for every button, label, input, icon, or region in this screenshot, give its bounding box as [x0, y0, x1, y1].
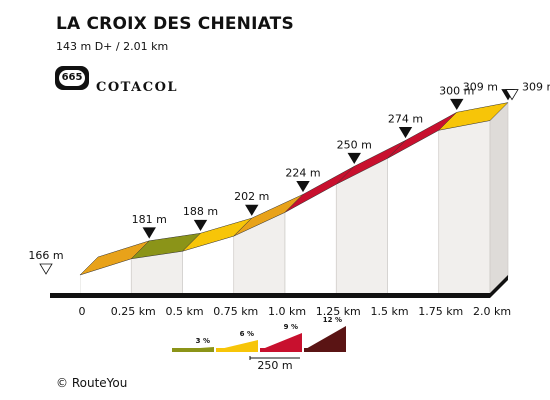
- x-axis-label: 1.25 km: [316, 305, 361, 318]
- profile-front-face: [387, 129, 440, 296]
- elevation-marker-icon: [347, 152, 361, 165]
- legend-label: 9 %: [284, 323, 298, 331]
- profile-baseline: [50, 293, 490, 298]
- cotacol-badge: 665: [55, 66, 89, 90]
- elevation-label: 309 m: [522, 81, 550, 94]
- cotacol-logo-text: COTACOL: [96, 80, 179, 95]
- elevation-label: 188 m: [183, 205, 218, 218]
- copyright-symbol: ©: [56, 376, 68, 390]
- elevation-marker-icon: [296, 180, 310, 193]
- elevation-marker-icon: [142, 227, 156, 239]
- x-axis-label: 0.25 km: [111, 305, 156, 318]
- profile-baseline-side: [490, 275, 508, 298]
- scale-label: 250 m: [257, 359, 292, 372]
- legend-label: 6 %: [240, 330, 254, 338]
- elevation-marker-icon: [193, 219, 208, 232]
- x-axis-label: 0.75 km: [213, 305, 258, 318]
- legend-bar: [260, 348, 302, 352]
- copyright: © RouteYou: [56, 376, 127, 390]
- elevation-label: 181 m: [132, 213, 167, 226]
- climb-stats: 143 m D+ / 2.01 km: [56, 40, 169, 53]
- elevation-marker-icon: [450, 98, 464, 111]
- x-axis-label: 1.0 km: [268, 305, 306, 318]
- copyright-owner: RouteYou: [71, 376, 128, 390]
- legend-swatch: [260, 333, 302, 350]
- elevation-marker-icon: [245, 204, 259, 216]
- elevation-label: 224 m: [285, 166, 320, 179]
- climb-title: LA CROIX DES CHENIATS: [56, 14, 294, 34]
- legend-bar: [172, 348, 214, 352]
- gradient-segment: [437, 102, 509, 131]
- elevation-label: 309 m: [463, 81, 498, 94]
- profile-side-face: [489, 101, 509, 296]
- elevation-label: 166 m: [28, 249, 63, 262]
- x-axis-label: 1.75 km: [418, 305, 463, 318]
- legend-bar: [216, 348, 258, 352]
- x-axis-label: 1.5 km: [370, 305, 408, 318]
- elevation-marker-icon: [39, 263, 53, 275]
- elevation-label: 274 m: [388, 112, 423, 125]
- x-axis-label: 2.0 km: [473, 305, 511, 318]
- elevation-label: 250 m: [337, 138, 372, 151]
- legend-bar: [304, 348, 346, 352]
- legend-label: 12 %: [323, 316, 342, 324]
- legend-label: 3 %: [196, 337, 210, 345]
- elevation-label: 202 m: [234, 190, 269, 203]
- x-axis-label: 0.5 km: [165, 305, 203, 318]
- x-axis-label: 0: [79, 305, 86, 318]
- legend-swatch: [216, 340, 258, 350]
- legend-swatch: [304, 326, 346, 350]
- elevation-label: 300 m: [439, 84, 474, 97]
- cotacol-number: 665: [59, 70, 85, 86]
- elevation-marker-icon: [398, 126, 413, 139]
- profile-front-face: [438, 120, 491, 296]
- profile-left-mask: [50, 275, 80, 293]
- elevation-marker-icon: [505, 89, 519, 101]
